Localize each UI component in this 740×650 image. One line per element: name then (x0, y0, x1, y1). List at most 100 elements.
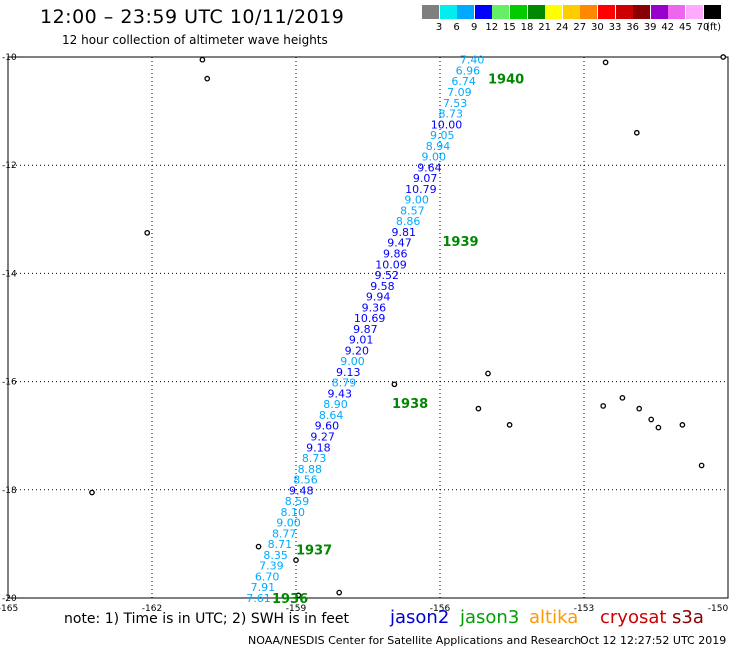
wave-height-value: 9.13 (336, 366, 361, 379)
scale-swatch (686, 5, 703, 19)
island-outline (636, 405, 643, 412)
lat-tick-label: -12 (2, 161, 17, 171)
lat-tick-label: -18 (2, 486, 17, 496)
track-time-label: 1936 (272, 592, 308, 607)
island-outline (655, 424, 662, 431)
wave-height-value: 9.64 (417, 161, 442, 174)
island-outline (633, 129, 640, 136)
page-subtitle: 12 hour collection of altimeter wave hei… (62, 33, 328, 47)
wave-height-value: 9.00 (340, 355, 365, 368)
scale-label: 39 (643, 22, 657, 33)
track-time-label: 1940 (488, 73, 524, 88)
wave-height-value: 9.87 (353, 323, 378, 336)
wave-height-value: 10.79 (405, 183, 437, 196)
wave-height-value: 9.94 (366, 291, 391, 304)
wave-height-value: 10.00 (431, 118, 463, 131)
scale-label: 36 (626, 22, 639, 33)
wave-height-value: 9.43 (327, 387, 352, 400)
wave-height-value: 7.40 (460, 54, 485, 67)
satellite-jason3-label: jason3 (460, 607, 520, 628)
island-outline (679, 422, 686, 428)
lon-tick-label: -153 (574, 604, 594, 614)
lon-tick-label: -159 (286, 604, 307, 614)
lat-tick-label: -20 (2, 594, 17, 604)
wave-height-value: 8.79 (332, 377, 357, 390)
scale-label: 70 (696, 22, 710, 33)
lon-tick-label: -162 (142, 604, 162, 614)
satellite-cryosat-label: cryosat (600, 607, 667, 628)
scale-label: 15 (503, 22, 516, 33)
track-time-label: 1938 (392, 397, 428, 412)
wave-height-value: 9.05 (430, 129, 455, 142)
wave-height-value: 9.47 (387, 237, 412, 250)
wave-height-value: 8.88 (298, 463, 323, 476)
lon-tick-label: -156 (430, 604, 451, 614)
lon-tick-label: -150 (708, 604, 729, 614)
scale-swatch (650, 5, 668, 19)
wave-height-value: 9.60 (315, 420, 340, 433)
scale-unit: (ft) (706, 22, 722, 33)
scale-label: 27 (573, 22, 587, 33)
track-time-label: 1937 (296, 543, 332, 558)
island-outline (89, 489, 95, 496)
wave-height-value: 9.36 (362, 301, 387, 314)
footer-note: note: 1) Time is in UTC; 2) SWH is in fe… (64, 611, 350, 627)
wave-height-value: 8.73 (439, 108, 464, 121)
island-outline (295, 592, 302, 599)
wave-height-value: 9.48 (289, 484, 314, 497)
scale-label: 21 (538, 22, 551, 33)
wave-height-value: 8.57 (400, 204, 425, 217)
satellite-s3a-label: s3a (672, 607, 704, 628)
wave-height-value: 8.35 (263, 549, 288, 562)
scale-swatch (703, 5, 721, 19)
island-outline (602, 59, 609, 66)
wave-height-value: 8.90 (323, 398, 348, 411)
credit-line: NOAA/NESDIS Center for Satellite Applica… (248, 634, 582, 647)
wave-height-value: 6.96 (456, 64, 481, 77)
wave-height-value: 9.58 (370, 280, 395, 293)
scale-swatch (615, 5, 633, 19)
lon-tick-label: -165 (0, 604, 18, 614)
island-outline (720, 54, 727, 60)
wave-height-value: 7.91 (251, 581, 276, 594)
wave-height-value: 6.70 (255, 570, 280, 583)
island-outline (199, 56, 206, 63)
wave-height-value: 7.53 (443, 97, 468, 110)
scale-label: 24 (555, 22, 569, 33)
island-outline (698, 462, 705, 469)
wave-height-value: 9.00 (421, 151, 446, 164)
wave-height-value: 6.74 (451, 75, 476, 88)
scale-swatch (527, 5, 545, 19)
island-outline (619, 394, 626, 401)
scale-label: 42 (661, 22, 675, 33)
wave-height-value: 8.77 (272, 527, 297, 540)
wave-height-value: 9.07 (413, 172, 438, 185)
scale-swatch (510, 5, 527, 19)
page-title: 12:00 – 23:59 UTC 10/11/2019 (40, 6, 345, 28)
scale-label: 30 (591, 22, 604, 33)
scale-swatch (562, 5, 580, 19)
wave-height-value: 9.00 (276, 517, 301, 530)
scale-swatch (422, 5, 439, 19)
island-outline (506, 422, 513, 428)
scale-swatch (633, 5, 651, 19)
scale-label: 9 (471, 22, 478, 33)
scale-swatch (439, 5, 457, 19)
scale-swatch (598, 5, 615, 19)
scale-swatch (580, 5, 598, 19)
lat-tick-label: -14 (2, 269, 17, 279)
satellite-jason2-label: jason2 (390, 607, 450, 628)
wave-height-value: 9.27 (310, 431, 335, 444)
scale-swatch (545, 5, 563, 19)
generated-timestamp: Oct 12 12:27:52 UTC 2019 (580, 634, 727, 647)
island-outline (485, 370, 491, 377)
scale-label: 18 (520, 22, 534, 33)
wave-height-value: 8.73 (302, 452, 327, 465)
scale-swatch (668, 5, 686, 19)
lat-tick-label: -16 (2, 378, 17, 388)
scale-label: 12 (485, 22, 499, 33)
island-outline (600, 403, 607, 409)
wave-height-value: 9.52 (374, 269, 399, 282)
track-time-label: 1939 (442, 235, 478, 250)
